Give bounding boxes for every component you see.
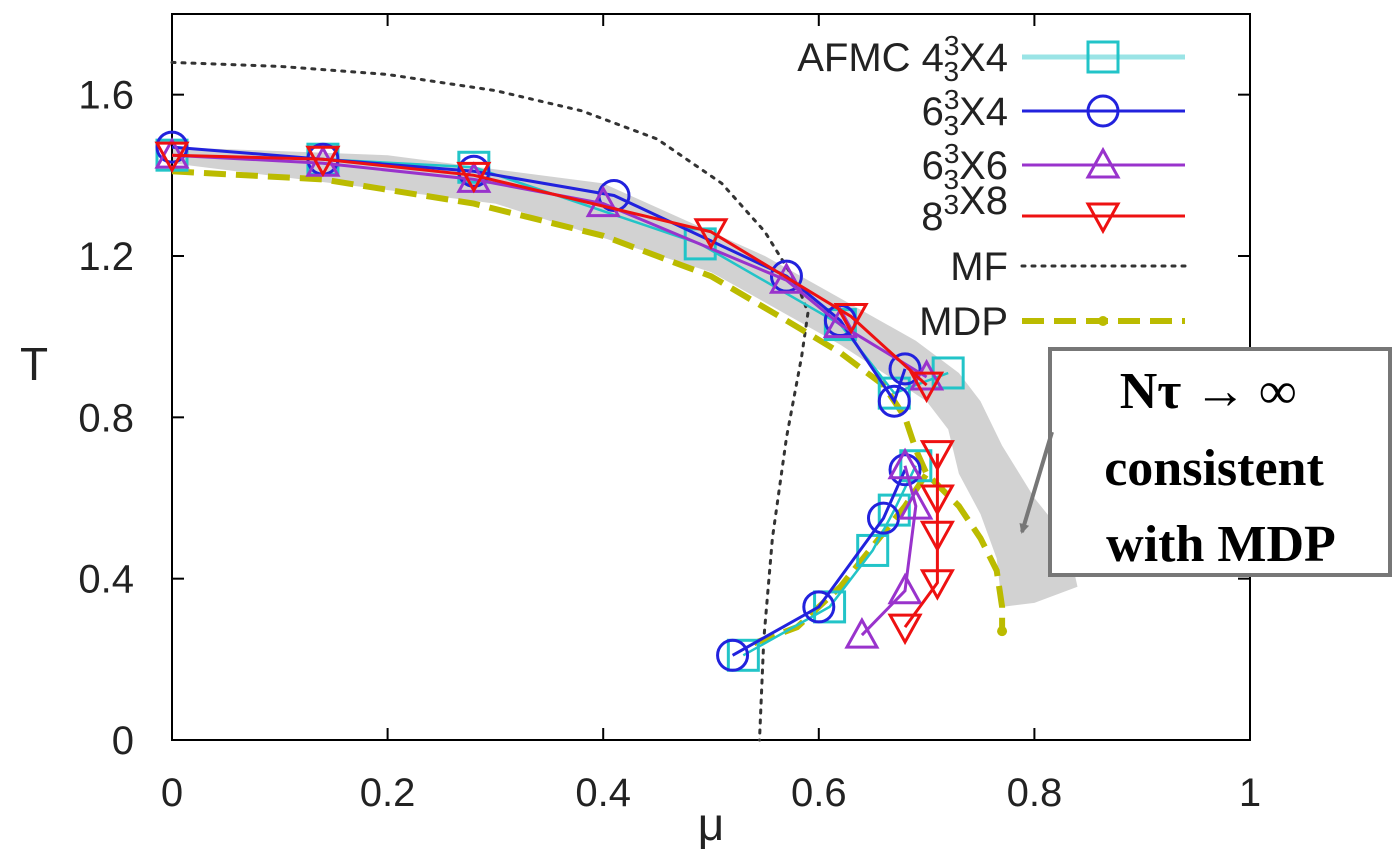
x-tick-label: 0 xyxy=(161,771,183,815)
legend-label: 63 3X4 xyxy=(922,84,1008,141)
annotation-line-2: consistent xyxy=(1104,440,1324,497)
legend-entry-afmc8: 83X8 xyxy=(921,179,1185,239)
x-tick-label: 1 xyxy=(1239,771,1261,815)
legend-label: AFMC 43 3X4 xyxy=(797,30,1008,87)
annotation-line-1: Nτ → ∞ xyxy=(1120,363,1297,420)
data-point-mdp-end xyxy=(997,626,1007,636)
legend-entry-mf: MF xyxy=(950,245,1185,289)
x-tick-label: 0.8 xyxy=(1007,771,1063,815)
data-point-triangle-down xyxy=(890,615,920,642)
series-line-mdp xyxy=(172,171,1002,631)
data-point-circle xyxy=(718,640,748,670)
y-axis-label: T xyxy=(20,338,48,390)
x-tick-label: 0.4 xyxy=(575,771,631,815)
annotation-line-3: with MDP xyxy=(1106,516,1336,573)
x-axis-label: μ xyxy=(698,798,725,850)
legend-label: MF xyxy=(950,245,1008,289)
x-tick-label: 0.2 xyxy=(360,771,416,815)
legend-label: 83X8 xyxy=(921,179,1008,239)
annotation-box: Nτ → ∞ consistent with MDP xyxy=(1022,349,1390,575)
legend-marker-mdp xyxy=(1098,316,1108,326)
legend-entry-afmc6x4: 63 3X4 xyxy=(922,84,1185,141)
y-tick-label: 0 xyxy=(112,719,134,763)
legend-entry-mdp: MDP xyxy=(919,300,1185,344)
legend-label: MDP xyxy=(919,300,1008,344)
y-tick-label: 1.6 xyxy=(78,74,134,118)
legend-entry-afmc4: AFMC 43 3X4 xyxy=(797,30,1185,87)
y-tick-label: 1.2 xyxy=(78,235,134,279)
y-tick-label: 0.8 xyxy=(78,396,134,440)
y-tick-label: 0.4 xyxy=(78,558,134,602)
x-tick-label: 0.6 xyxy=(791,771,847,815)
